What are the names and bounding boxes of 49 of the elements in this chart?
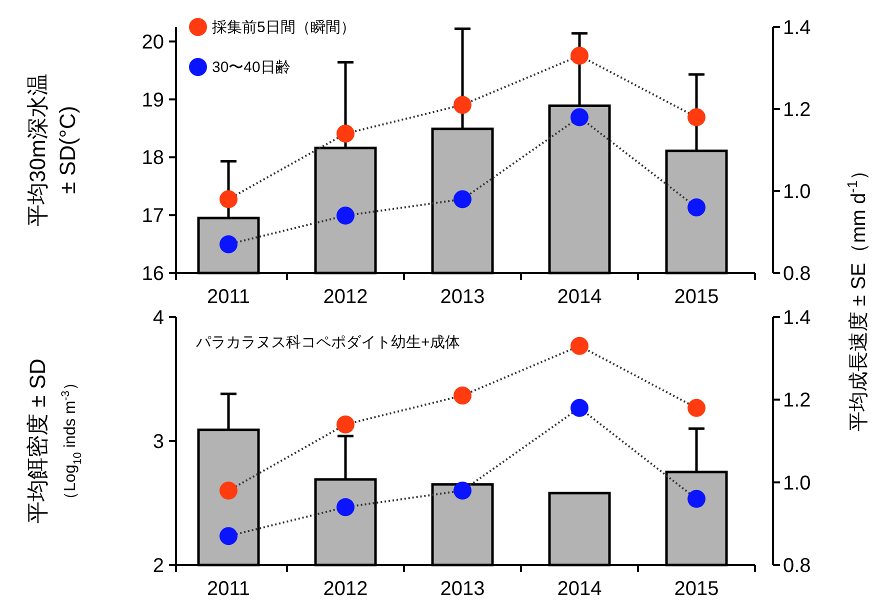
- y2-tick-label: 1.0: [783, 181, 811, 203]
- x-tick-label: 2012: [323, 578, 368, 600]
- y2-tick-label: 1.2: [783, 99, 811, 121]
- y-tick-label: 18: [142, 147, 164, 170]
- annotation: パラカラヌス科コペポダイト幼生+成体: [195, 334, 460, 351]
- y-tick-label: 17: [142, 205, 164, 228]
- point: [570, 108, 588, 126]
- point: [454, 96, 472, 114]
- legend-label: 30〜40日齢: [212, 59, 290, 76]
- point: [688, 490, 706, 508]
- point: [454, 190, 472, 208]
- point: [220, 527, 238, 546]
- point: [220, 482, 238, 500]
- y-tick-label: 4: [152, 307, 164, 329]
- y-tick-label: 16: [142, 263, 164, 285]
- point: [570, 398, 588, 417]
- y2-tick-label: 1.2: [783, 390, 811, 412]
- point: [454, 386, 472, 405]
- x-tick-label: 2015: [674, 286, 719, 308]
- point: [336, 415, 354, 434]
- x-tick-label: 2013: [440, 578, 485, 600]
- point: [688, 398, 706, 417]
- point: [688, 108, 706, 126]
- y2-tick-label: 1.0: [783, 472, 811, 494]
- y2-tick-label: 0.8: [783, 555, 811, 577]
- x-tick-label: 2013: [440, 286, 485, 308]
- x-tick-label: 2011: [206, 286, 250, 308]
- x-tick-label: 2014: [557, 578, 602, 600]
- y-tick-label: 19: [142, 89, 164, 112]
- x-tick-label: 2011: [206, 578, 250, 600]
- point: [688, 198, 706, 216]
- point: [220, 190, 238, 208]
- y2-tick-label: 1.4: [783, 17, 811, 39]
- point: [336, 498, 354, 516]
- y2-tick-label: 0.8: [783, 263, 811, 285]
- point: [454, 482, 472, 500]
- x-tick-label: 2015: [674, 578, 719, 600]
- point: [336, 206, 354, 225]
- y-tick-label: 3: [152, 431, 164, 453]
- y-tick-label: 20: [142, 31, 164, 54]
- y-tick-label: 2: [152, 555, 164, 577]
- x-tick-label: 2012: [323, 286, 368, 308]
- point: [336, 124, 354, 143]
- y-axis-title: 平均30m深水温 ± SD(°C): [25, 74, 80, 226]
- x-tick-label: 2014: [557, 286, 602, 308]
- point: [570, 46, 588, 65]
- legend-label: 採集前5日間（瞬間）: [212, 19, 356, 36]
- point: [570, 336, 588, 355]
- y2-tick-label: 1.4: [783, 307, 811, 329]
